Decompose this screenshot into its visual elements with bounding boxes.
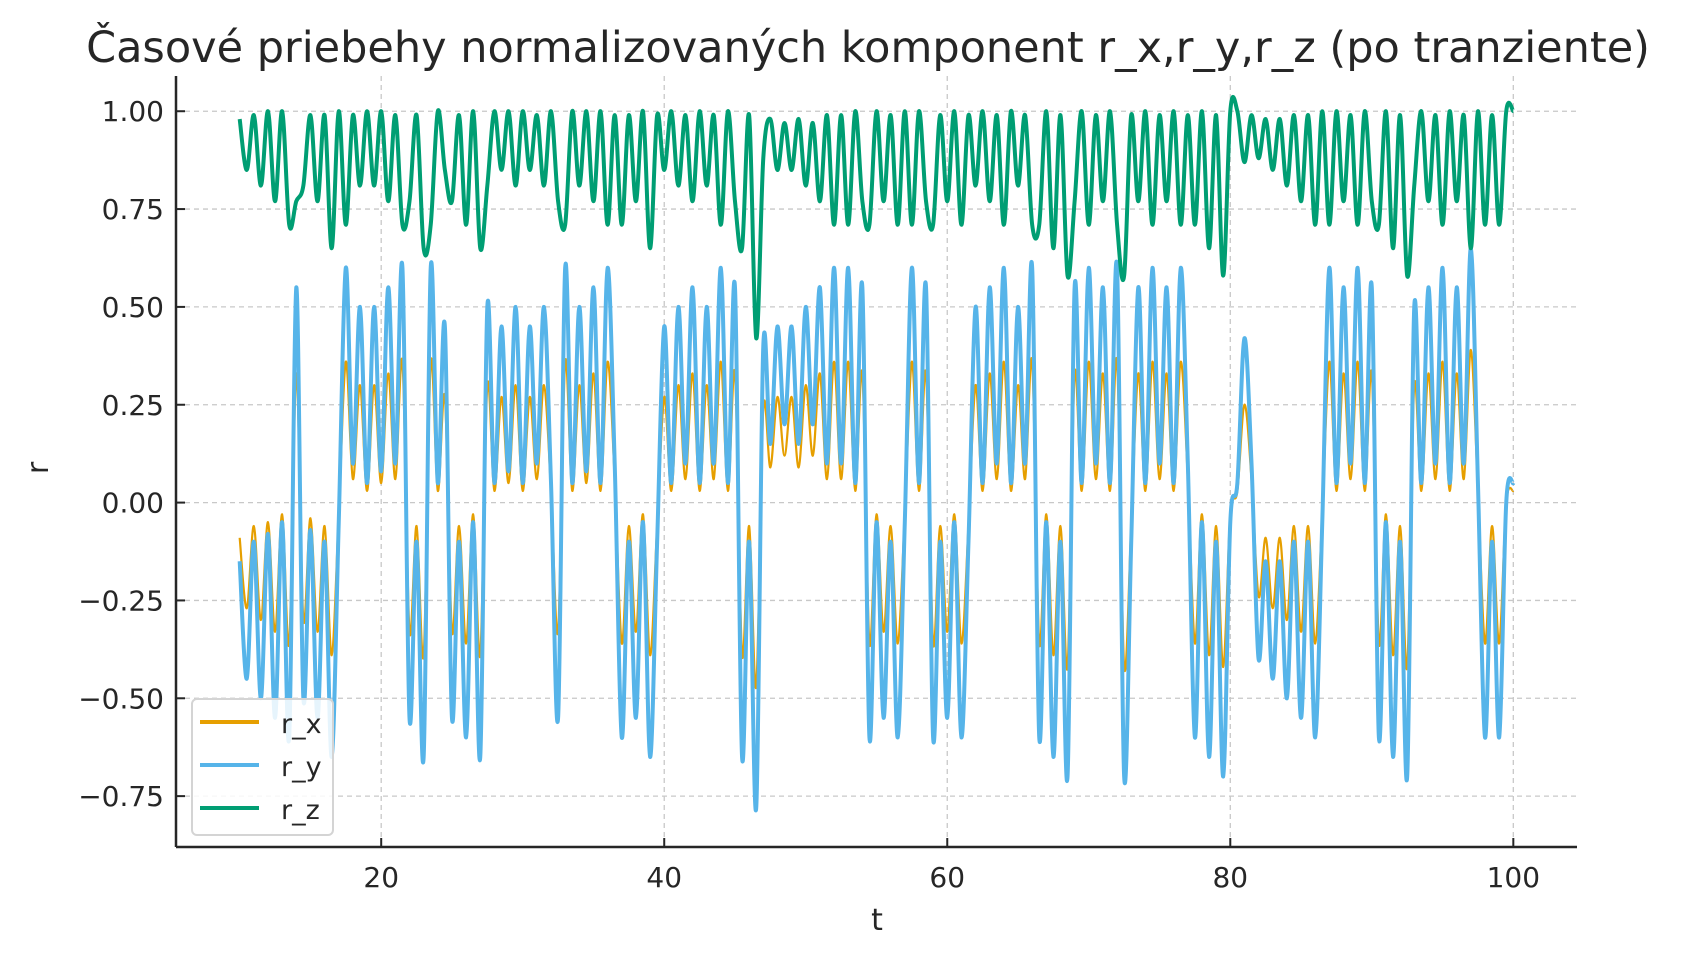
y-tick-label: 0.50 <box>102 291 164 324</box>
y-axis-label: r <box>21 461 56 474</box>
y-tick-label: −0.75 <box>78 780 164 813</box>
legend-label: r_x <box>281 709 322 740</box>
x-axis-label: t <box>871 903 883 938</box>
y-tick-label: −0.25 <box>78 584 164 617</box>
x-tick-label: 20 <box>363 861 399 894</box>
y-tick-label: −0.50 <box>78 682 164 715</box>
axes <box>174 76 1577 849</box>
legend: r_x r_y r_z <box>191 698 334 836</box>
x-tick-label: 100 <box>1487 861 1540 894</box>
y-tick-label: 0.25 <box>102 389 164 422</box>
x-tick-label: 80 <box>1212 861 1248 894</box>
chart-title: Časové priebehy normalizovaných komponen… <box>86 22 1650 73</box>
y-tick-label: 1.00 <box>102 95 164 128</box>
legend-box <box>191 698 334 836</box>
series-lines <box>237 94 1516 813</box>
legend-label: r_z <box>281 795 320 826</box>
series-line-r-z <box>237 94 1516 341</box>
x-tick-label: 60 <box>929 861 965 894</box>
y-tick-label: 0.75 <box>102 193 164 226</box>
y-tick-label: 0.00 <box>102 487 164 520</box>
legend-label: r_y <box>281 752 322 783</box>
series-line-r-y <box>237 246 1516 813</box>
ticks: 20 40 60 80 100 1.00 0.75 0.50 0.25 0.00 −0.25 −0.5… <box>78 95 1540 894</box>
x-tick-label: 40 <box>646 861 682 894</box>
